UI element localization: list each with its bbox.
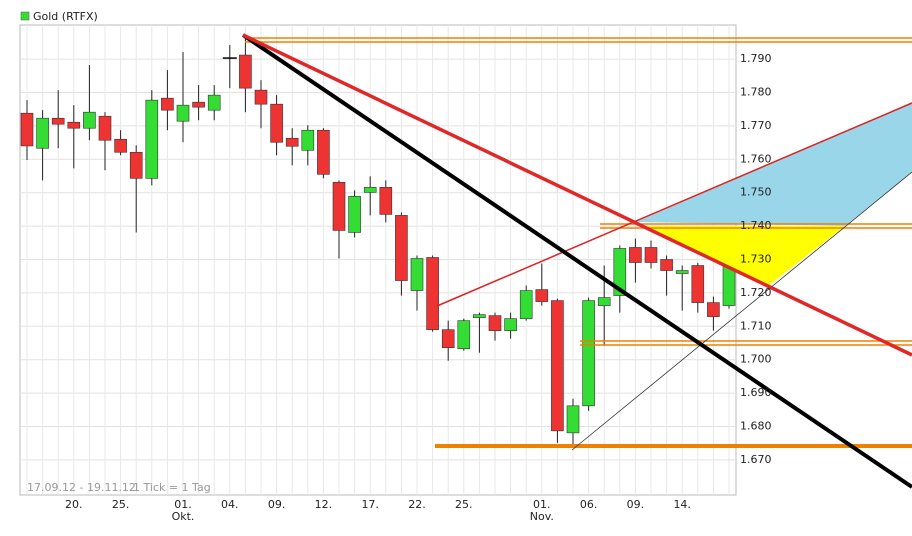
x-tick-label: 14.	[673, 498, 691, 511]
drawings	[241, 33, 912, 489]
x-tick-label: 17.	[361, 498, 379, 511]
candle-body	[441, 329, 455, 348]
x-tick-label: 09.	[626, 498, 645, 511]
candle-body	[660, 259, 673, 271]
candle-body	[51, 117, 65, 125]
candle-body	[67, 121, 81, 129]
y-tick-label: 1.700	[740, 353, 772, 366]
grid	[20, 25, 736, 495]
candle-body	[317, 129, 330, 175]
y-tick-label: 1.760	[740, 152, 772, 165]
x-tick-label: 01. Nov.	[529, 498, 554, 523]
candle-body	[176, 104, 190, 122]
y-tick-label: 1.740	[740, 219, 772, 232]
footnote: 17.09.12 - 19.11.12	[27, 481, 136, 494]
zone-fill	[640, 224, 845, 286]
candle-body	[129, 151, 143, 179]
candle-body	[566, 405, 580, 434]
candle-body	[691, 265, 705, 303]
candle-body	[161, 97, 174, 111]
candle-body	[644, 247, 658, 263]
candle-body	[332, 182, 346, 231]
y-tick-label: 1.770	[740, 119, 772, 132]
y-tick-label: 1.670	[740, 453, 772, 466]
candle-body	[519, 290, 533, 319]
candle-body	[363, 187, 377, 193]
y-tick-label: 1.690	[740, 386, 772, 399]
candle-body	[239, 54, 252, 89]
candle-body	[629, 247, 642, 263]
y-tick-label: 1.710	[740, 319, 772, 332]
candle-body	[551, 300, 564, 432]
candle-body	[410, 258, 424, 291]
x-tick-label: 20.	[65, 498, 83, 511]
footnote: 1 Tick = 1 Tag	[133, 481, 211, 494]
candle-body	[20, 112, 34, 147]
candle-body	[582, 300, 595, 407]
x-tick-label: 06.	[579, 498, 598, 511]
candle-body	[207, 94, 221, 111]
candle-body	[285, 137, 299, 147]
candle-body	[535, 289, 549, 302]
candle-body	[597, 297, 611, 306]
x-tick-label: 22.	[408, 498, 426, 511]
y-tick-label: 1.790	[740, 52, 772, 65]
candle-body	[426, 257, 439, 330]
candle-body	[504, 318, 517, 331]
candle-body	[98, 115, 112, 141]
candle-body	[192, 101, 205, 108]
candle-body	[707, 302, 720, 317]
candle-body	[254, 89, 268, 105]
y-tick-label: 1.680	[740, 420, 772, 433]
candle-body	[395, 215, 408, 281]
candle-body	[613, 248, 627, 296]
candle-body	[675, 270, 689, 274]
candle-body	[114, 138, 127, 153]
candle-body	[457, 320, 471, 349]
y-tick-label: 1.780	[740, 85, 772, 98]
trend-line	[241, 33, 912, 489]
candle-body	[488, 315, 502, 331]
y-tick-label: 1.720	[740, 286, 772, 299]
trend-line	[436, 102, 912, 307]
candle-body	[379, 187, 393, 215]
candle-body	[83, 111, 96, 129]
candle-body	[36, 117, 49, 149]
candle-body	[473, 314, 486, 318]
candle-body	[301, 129, 315, 151]
candle-body	[145, 99, 159, 179]
legend-label: Gold (RTFX)	[33, 10, 98, 23]
candle-body	[270, 103, 283, 143]
legend-swatch	[20, 11, 30, 21]
candle-body	[348, 196, 361, 233]
plot-frame	[19, 24, 737, 496]
x-tick-label: 01. Okt.	[171, 498, 195, 523]
horizontal-lines	[245, 37, 912, 448]
x-tick-label: 25.	[455, 498, 473, 511]
trend-line	[242, 33, 912, 357]
y-tick-label: 1.750	[740, 186, 772, 199]
x-tick-label: 25.	[111, 498, 130, 511]
y-tick-label: 1.730	[740, 252, 772, 265]
x-tick-label: 12.	[314, 498, 333, 511]
channel-fill	[636, 103, 912, 226]
x-tick-label: 04.	[221, 498, 239, 511]
x-tick-label: 09.	[267, 498, 286, 511]
candles	[20, 35, 736, 446]
trend-line	[571, 171, 912, 451]
